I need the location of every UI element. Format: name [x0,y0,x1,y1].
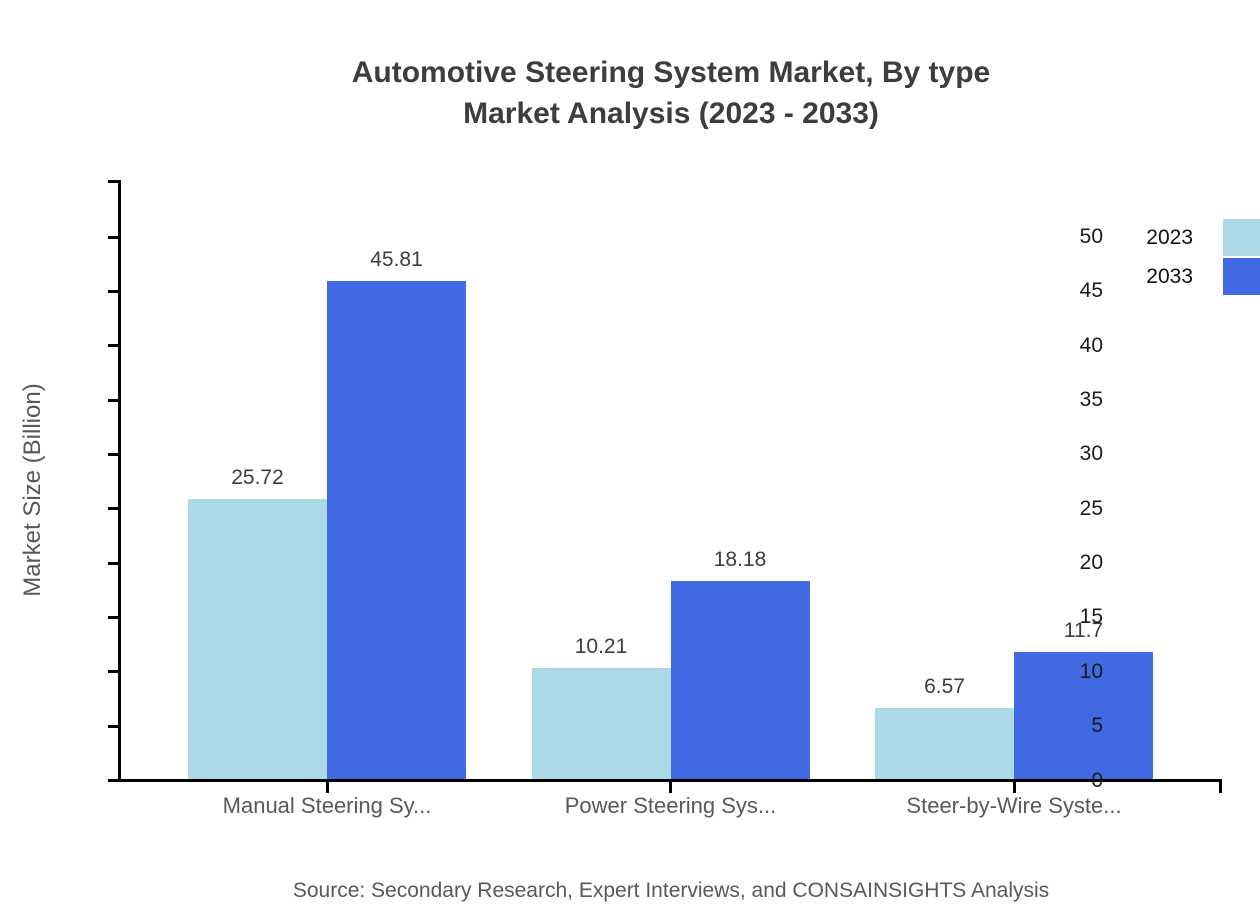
y-tick-mark [108,615,120,619]
bar-value-label: 10.21 [574,635,628,659]
bar-2033[interactable] [327,281,466,779]
y-tick-label: 35 [1079,388,1103,412]
bar-2033[interactable] [670,581,810,779]
bar-value-label: 11.7 [1063,618,1104,642]
bar-value-label: 18.18 [713,548,767,572]
y-tick-mark [108,289,120,293]
x-category-label: Manual Steering Sy... [222,793,432,818]
source-note: Source: Secondary Research, Expert Inter… [292,879,1050,902]
y-tick-label: 5 [1091,714,1103,738]
x-tick-mark [669,782,672,793]
x-axis-line [118,779,1222,782]
chart-title: Automotive Steering System Market, By ty… [120,52,1222,134]
y-tick-label: 30 [1079,442,1103,466]
legend-label-2033[interactable]: 2033 [1146,265,1193,288]
y-tick-label: 10 [1079,659,1103,683]
bar-value-label: 6.57 [924,674,965,698]
chart-title-line1: Automotive Steering System Market, By ty… [351,56,991,89]
y-tick-label: 20 [1079,551,1103,575]
legend-label-2023[interactable]: 2023 [1146,226,1193,249]
y-tick-mark [108,507,120,511]
bar-value-label: 25.72 [231,466,284,490]
y-tick-mark [108,235,120,239]
y-tick-mark [108,344,120,348]
chart-title-line2: Market Analysis (2023 - 2033) [463,97,879,130]
y-tick-mark [108,561,120,565]
legend-swatch-2023[interactable] [1223,219,1260,256]
y-tick-mark [108,779,120,782]
y-tick-mark [108,670,120,674]
y-tick-label: 40 [1079,333,1103,357]
y-tick-mark [108,724,120,728]
x-tick-mark [325,782,329,793]
y-tick-label: 50 [1079,225,1103,249]
y-tick-label: 45 [1079,279,1103,303]
x-axis-end-cap [1219,779,1222,793]
y-tick-mark [108,452,120,456]
y-tick-mark [108,398,120,402]
bar-2023[interactable] [531,668,671,779]
x-category-label: Power Steering Sys... [564,793,777,818]
y-axis-end-cap [108,180,120,183]
legend-swatch-2033[interactable] [1223,258,1260,295]
bar-value-label: 45.81 [370,248,423,272]
y-tick-label: 25 [1079,496,1103,520]
bar-2023[interactable] [875,707,1014,779]
x-tick-mark [1012,782,1016,793]
bar-2023[interactable] [188,499,327,779]
y-tick-label: 15 [1079,605,1103,629]
bar-2033[interactable] [1014,651,1153,779]
x-category-label: Steer-by-Wire Syste... [906,793,1122,818]
y-axis-line [118,180,121,782]
